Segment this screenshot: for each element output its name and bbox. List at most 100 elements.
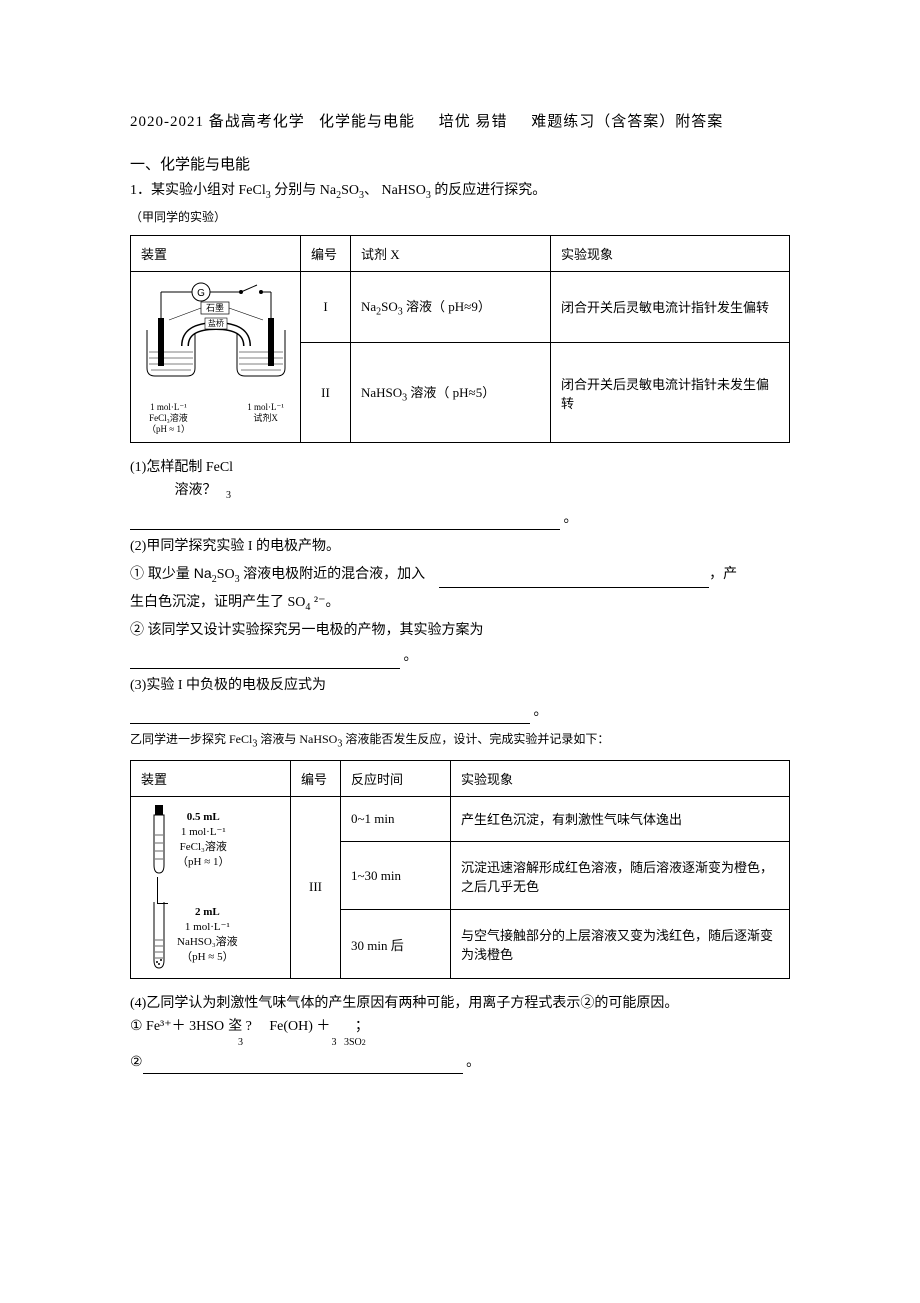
time-cell: 1~30 min <box>341 841 451 910</box>
text: ，产 <box>709 567 737 582</box>
text: 0.5 mL <box>177 810 229 825</box>
text: 溶液与 NaHSO <box>257 732 337 746</box>
svg-text:石墨: 石墨 <box>206 303 224 313</box>
th-device: 装置 <box>131 760 291 796</box>
text: 溶液电极附近的混合液，加入 <box>240 567 426 582</box>
text: 溶液能否发生反应，设计、完成实验并记录如下： <box>342 732 609 746</box>
text: （pH ≈ 1） <box>147 424 190 435</box>
galvanic-cell-diagram: G 石墨 <box>141 280 291 400</box>
text: 1 mol·L⁻¹ <box>177 825 229 840</box>
text: ²⁻。 <box>310 595 339 610</box>
phenom-cell: 闭合开关后灵敏电流计指针发生偏转 <box>551 271 790 342</box>
q1-2-1: ① 取少量 Na2SO3 溶液电极附近的混合液，加入 ，产 <box>130 562 790 588</box>
th-phenom: 实验现象 <box>451 760 790 796</box>
q1-3: (3)实验 I 中负极的电极反应式为 <box>130 675 790 697</box>
equation-1-subs: 3 3 3SO2 <box>130 1038 790 1048</box>
section-heading: 一、化学能与电能 <box>130 153 790 174</box>
th-phenom: 实验现象 <box>551 235 790 271</box>
answer-blank[interactable] <box>130 709 530 724</box>
title-c: 培优 易错 <box>439 114 508 130</box>
blank-row: 。 <box>130 646 790 668</box>
title-b: 化学能与电能 <box>319 114 415 130</box>
th-no: 编号 <box>301 235 351 271</box>
svg-text:G: G <box>197 288 205 299</box>
experiment-table-1: 装置 编号 试剂 X 实验现象 G <box>130 235 790 443</box>
text: 1 mol·L⁻¹ <box>177 920 238 935</box>
q1-2-1-cont: 生白色沉淀，证明产生了 SO4 ²⁻。 <box>130 592 790 616</box>
q1-2: (2)甲同学探究实验 I 的电极产物。 <box>130 536 790 558</box>
text: 2 mL <box>177 905 238 920</box>
text: SO <box>217 567 235 582</box>
th-reagent: 试剂 X <box>351 235 551 271</box>
text: Na <box>361 299 376 314</box>
yi-intro: 乙同学进一步探究 FeCl3 溶液与 NaHSO3 溶液能否发生反应，设计、完成… <box>130 730 790 752</box>
device-diagram-cell: 0.5 mL 1 mol·L⁻¹ FeCl₃溶液 （pH ≈ 1） 2 mL <box>131 796 291 978</box>
table-header-row: 装置 编号 反应时间 实验现象 <box>131 760 790 796</box>
text: 1 mol·L⁻¹ <box>147 402 190 413</box>
phenom-cell: 闭合开关后灵敏电流计指针未发生偏转 <box>551 342 790 443</box>
text: SO <box>341 183 359 198</box>
q1-1: (1)怎样配制 FeCl 3 溶液？ <box>130 457 790 503</box>
device-diagram-cell: G 石墨 <box>131 271 301 442</box>
text: Fe(OH) ＋ <box>269 1019 330 1034</box>
q1-2-2: ② 该同学又设计实验探究另一电极的产物，其实验方案为 <box>130 620 790 642</box>
title-a: 2020-2021 备战高考化学 <box>130 114 305 130</box>
text: 的反应进行探究。 <box>431 183 547 198</box>
device-caption: 1 mol·L⁻¹ FeCl₃溶液 （pH ≈ 1） 1 mol·L⁻¹ 试剂X <box>141 402 290 434</box>
text: ① 取少量 Na <box>130 565 212 581</box>
phenom-cell: 产生红色沉淀，有刺激性气味气体逸出 <box>451 796 790 841</box>
phenom-cell: 与空气接触部分的上层溶液又变为浅红色，随后逐渐变为浅橙色 <box>451 910 790 979</box>
text: 溶液？ <box>175 480 217 502</box>
text: 1 mol·L⁻¹ <box>247 402 284 413</box>
text: 、 NaHSO <box>364 183 426 198</box>
reagent-cell: Na2SO3 溶液（ pH≈9） <box>351 271 551 342</box>
text: 1．某实验小组对 FeCl <box>130 183 266 198</box>
sub: 3 <box>238 1037 243 1048</box>
phenom-cell: 沉淀迅速溶解形成红色溶液，随后溶液逐渐变为橙色，之后几乎无色 <box>451 841 790 910</box>
dropper-icon <box>149 805 169 875</box>
sub: 3 <box>226 488 231 504</box>
test-tube-icon <box>149 900 169 970</box>
text: (1)怎样配制 FeCl <box>130 460 233 475</box>
text: SO <box>381 299 398 314</box>
text: 溶液（ pH≈5） <box>407 385 495 400</box>
exp-no: II <box>301 342 351 443</box>
text: 生白色沉淀，证明产生了 SO <box>130 595 305 610</box>
text: 乙同学进一步探究 FeCl <box>130 732 252 746</box>
th-time: 反应时间 <box>341 760 451 796</box>
table-row: G 石墨 <box>131 271 790 342</box>
blank-row: 。 <box>130 701 790 723</box>
sub: 2 <box>362 1038 366 1047</box>
text: （pH ≈ 1） <box>177 855 229 870</box>
text: （pH ≈ 5） <box>177 950 238 965</box>
sub: 3SO <box>344 1037 362 1048</box>
answer-blank[interactable] <box>439 573 709 588</box>
text: FeCl₃溶液 <box>147 413 190 424</box>
q1-intro: 1．某实验小组对 FeCl3 分别与 Na2SO3、 NaHSO3 的反应进行探… <box>130 180 790 204</box>
text: 。 <box>534 704 548 719</box>
reagent-cell: NaHSO3 溶液（ pH≈5） <box>351 342 551 443</box>
svg-text:盐桥: 盐桥 <box>208 318 224 328</box>
text: 溶液（ pH≈9） <box>403 299 491 314</box>
time-cell: 0~1 min <box>341 796 451 841</box>
blank-row: 。 <box>130 508 790 530</box>
text: ； <box>355 1019 369 1034</box>
title-d: 难题练习（含答案）附答案 <box>531 114 723 130</box>
table-row: 0.5 mL 1 mol·L⁻¹ FeCl₃溶液 （pH ≈ 1） 2 mL <box>131 796 790 841</box>
exp-no: III <box>291 796 341 978</box>
exp-no: I <box>301 271 351 342</box>
answer-blank[interactable] <box>130 515 560 530</box>
th-no: 编号 <box>291 760 341 796</box>
text: NaHSO₃溶液 <box>177 935 238 950</box>
q1-4: (4)乙同学认为刺激性气味气体的产生原因有两种可能，用离子方程式表示②的可能原因… <box>130 993 790 1015</box>
equation-1: ① Fe³⁺＋ 3HSO垐 ? Fe(OH) ＋ ； <box>130 1019 790 1036</box>
answer-blank[interactable] <box>130 654 400 669</box>
table-header-row: 装置 编号 试剂 X 实验现象 <box>131 235 790 271</box>
text: 垐 ? <box>228 1019 252 1034</box>
time-cell: 30 min 后 <box>341 910 451 979</box>
text: ② <box>130 1055 143 1070</box>
answer-blank[interactable] <box>143 1059 463 1074</box>
text: FeCl₃溶液 <box>177 840 229 855</box>
reagent-bottom: 2 mL 1 mol·L⁻¹ NaHSO₃溶液 （pH ≈ 5） <box>177 905 238 964</box>
experiment-table-2: 装置 编号 反应时间 实验现象 0.5 mL 1 mol·L⁻¹ FeCl₃溶液 <box>130 760 790 979</box>
